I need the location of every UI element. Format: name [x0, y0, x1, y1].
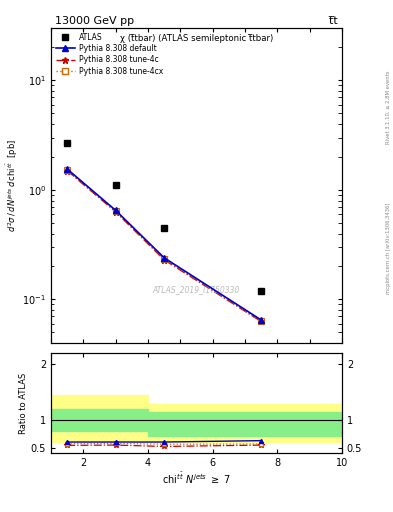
Text: χ (t̅tbar) (ATLAS semileptonic t̅tbar): χ (t̅tbar) (ATLAS semileptonic t̅tbar): [120, 34, 273, 44]
Text: Rivet 3.1.10, ≥ 2.8M events: Rivet 3.1.10, ≥ 2.8M events: [386, 70, 391, 144]
Y-axis label: $d^2\sigma\,/\,dN^{jets}\,d\,\mathrm{chi}^{t\bar{t}}$  [pb]: $d^2\sigma\,/\,dN^{jets}\,d\,\mathrm{chi…: [4, 139, 20, 232]
Text: t̅t: t̅t: [329, 15, 338, 26]
Legend: ATLAS, Pythia 8.308 default, Pythia 8.308 tune-4c, Pythia 8.308 tune-4cx: ATLAS, Pythia 8.308 default, Pythia 8.30…: [53, 30, 165, 78]
Text: ATLAS_2019_I1750330: ATLAS_2019_I1750330: [153, 285, 240, 294]
X-axis label: chi$^{t\bar{t}}$ $N^{jets}$ $\geq$ 7: chi$^{t\bar{t}}$ $N^{jets}$ $\geq$ 7: [162, 471, 231, 486]
Y-axis label: Ratio to ATLAS: Ratio to ATLAS: [19, 373, 28, 434]
Text: 13000 GeV pp: 13000 GeV pp: [55, 15, 134, 26]
Text: mcplots.cern.ch [arXiv:1306.3436]: mcplots.cern.ch [arXiv:1306.3436]: [386, 203, 391, 294]
